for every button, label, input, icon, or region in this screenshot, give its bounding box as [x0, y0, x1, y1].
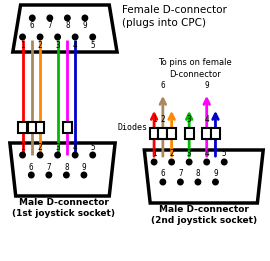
Circle shape: [46, 172, 52, 178]
Circle shape: [72, 152, 78, 158]
Text: 2: 2: [38, 40, 42, 50]
Circle shape: [151, 159, 157, 165]
Text: 3: 3: [55, 40, 60, 50]
Polygon shape: [144, 150, 263, 203]
Circle shape: [20, 34, 25, 40]
Circle shape: [65, 15, 70, 21]
Text: 2: 2: [38, 143, 42, 151]
Text: 3: 3: [187, 150, 191, 158]
Text: 5: 5: [90, 143, 95, 151]
Text: 4: 4: [73, 143, 77, 151]
Text: 7: 7: [46, 163, 51, 171]
Text: 7: 7: [48, 21, 52, 31]
Text: 4: 4: [204, 115, 209, 123]
Text: 1: 1: [20, 40, 25, 50]
Circle shape: [213, 179, 218, 185]
Text: 4: 4: [204, 150, 209, 158]
Circle shape: [178, 179, 183, 185]
Bar: [36, 122, 45, 133]
Text: 9: 9: [204, 80, 209, 90]
Circle shape: [55, 152, 60, 158]
Text: Male D-connector
(2nd joystick socket): Male D-connector (2nd joystick socket): [151, 205, 257, 225]
Text: 1: 1: [20, 143, 25, 151]
Text: 3: 3: [55, 143, 60, 151]
Circle shape: [55, 34, 60, 40]
Bar: [18, 122, 27, 133]
Circle shape: [29, 15, 35, 21]
Circle shape: [160, 179, 166, 185]
Bar: [211, 128, 220, 139]
Polygon shape: [10, 143, 115, 196]
Text: 1: 1: [152, 150, 156, 158]
Bar: [28, 122, 37, 133]
Text: 6: 6: [29, 163, 34, 171]
Circle shape: [72, 34, 78, 40]
Text: 8: 8: [65, 21, 70, 31]
Text: 2: 2: [169, 150, 174, 158]
Circle shape: [90, 152, 95, 158]
Text: 9: 9: [83, 21, 87, 31]
Bar: [63, 122, 72, 133]
Text: Female D-connector
(plugs into CPC): Female D-connector (plugs into CPC): [122, 5, 227, 28]
Text: To pins on female
D-connector: To pins on female D-connector: [158, 58, 232, 79]
Polygon shape: [13, 5, 117, 52]
Text: 7: 7: [178, 169, 183, 179]
Bar: [202, 128, 211, 139]
Text: 4: 4: [73, 40, 77, 50]
Bar: [167, 128, 176, 139]
Bar: [185, 128, 194, 139]
Circle shape: [37, 152, 43, 158]
Circle shape: [221, 159, 227, 165]
Circle shape: [81, 172, 87, 178]
Bar: [158, 128, 167, 139]
Circle shape: [204, 159, 210, 165]
Text: 9: 9: [213, 169, 218, 179]
Text: Diodes: Diodes: [117, 122, 147, 132]
Text: 6: 6: [161, 80, 165, 90]
Text: 6: 6: [30, 21, 35, 31]
Circle shape: [29, 172, 34, 178]
Text: 3: 3: [187, 115, 191, 123]
Circle shape: [90, 34, 95, 40]
Text: 8: 8: [64, 163, 69, 171]
Circle shape: [20, 152, 25, 158]
Text: 5: 5: [90, 40, 95, 50]
Bar: [150, 128, 158, 139]
Circle shape: [82, 15, 88, 21]
Circle shape: [186, 159, 192, 165]
Text: 1: 1: [152, 115, 156, 123]
Circle shape: [37, 34, 43, 40]
Circle shape: [169, 159, 174, 165]
Circle shape: [47, 15, 53, 21]
Circle shape: [64, 172, 69, 178]
Text: 5: 5: [222, 150, 227, 158]
Text: 9: 9: [82, 163, 86, 171]
Text: 6: 6: [161, 169, 165, 179]
Text: Male D-connector
(1st joystick socket): Male D-connector (1st joystick socket): [12, 198, 115, 218]
Circle shape: [195, 179, 201, 185]
Text: 8: 8: [196, 169, 200, 179]
Text: 2: 2: [161, 115, 165, 123]
